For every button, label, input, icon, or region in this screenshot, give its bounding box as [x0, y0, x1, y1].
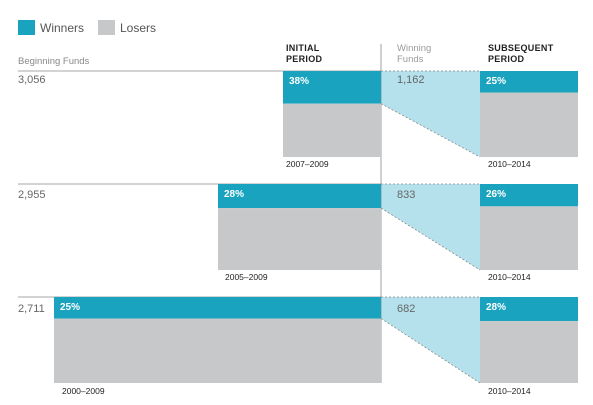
winning-funds-value: 833	[397, 189, 415, 201]
header-initial-period-line2: PERIOD	[286, 54, 323, 64]
column-headers: Beginning Funds INITIAL PERIOD Winning F…	[18, 43, 554, 67]
legend-winners-label: Winners	[40, 21, 84, 35]
subsequent-loser-bar	[480, 206, 578, 270]
winners-flow-band	[381, 71, 480, 157]
legend: Winners Losers	[18, 20, 156, 35]
initial-loser-bar	[218, 208, 381, 270]
header-winning-funds-line1: Winning	[397, 43, 431, 54]
subsequent-loser-bar	[480, 321, 578, 383]
legend-losers-label: Losers	[120, 21, 156, 35]
dotted-connectors-layer	[380, 70, 481, 384]
initial-period-label: 2007–2009	[286, 159, 329, 169]
subsequent-winner-bar	[480, 71, 578, 93]
flow-bottom-dotted-line	[380, 103, 481, 158]
subsequent-period-label: 2010–2014	[488, 272, 531, 282]
initial-winner-bar	[283, 71, 381, 104]
subsequent-loser-bar	[480, 92, 578, 157]
initial-winner-pct-label: 25%	[60, 302, 80, 313]
row-3: 2,711 25% 2000–2009 682 28% 2010–2014	[18, 296, 578, 396]
subsequent-winner-bar	[480, 297, 578, 322]
header-initial-period-line1: INITIAL	[286, 43, 320, 53]
flow-layer	[381, 71, 480, 383]
initial-winner-pct-label: 28%	[224, 189, 244, 200]
winning-funds-value: 682	[397, 303, 415, 315]
initial-winner-bar	[218, 184, 381, 209]
initial-winner-bar	[54, 297, 381, 319]
beginning-funds-value: 2,955	[18, 189, 46, 201]
beginning-funds-value: 3,056	[18, 74, 46, 86]
header-beginning-funds: Beginning Funds	[18, 56, 90, 67]
initial-period-label: 2000–2009	[62, 386, 105, 396]
winning-funds-value: 1,162	[397, 74, 425, 86]
initial-period-label: 2005–2009	[225, 272, 268, 282]
row-2: 2,955 28% 2005–2009 833 26% 2010–2014	[18, 183, 578, 282]
header-subsequent-period-line2: PERIOD	[488, 54, 525, 64]
subsequent-winner-pct-label: 26%	[486, 189, 506, 200]
subsequent-winner-pct-label: 28%	[486, 302, 506, 313]
initial-loser-bar	[54, 318, 381, 383]
subsequent-period-label: 2010–2014	[488, 386, 531, 396]
legend-winners-swatch	[18, 20, 35, 35]
header-subsequent-period-line1: SUBSEQUENT	[488, 43, 554, 53]
subsequent-period-label: 2010–2014	[488, 159, 531, 169]
beginning-funds-value: 2,711	[18, 303, 45, 315]
row-1: 3,056 38% 2007–2009 1,162 25% 2010–2014	[18, 70, 578, 169]
winners-flow-band	[381, 297, 480, 383]
flow-bottom-dotted-line	[380, 207, 481, 271]
subsequent-winner-bar	[480, 184, 578, 207]
subsequent-winner-pct-label: 25%	[486, 76, 506, 87]
header-winning-funds-line2: Funds	[397, 54, 424, 65]
legend-losers-swatch	[98, 20, 115, 35]
initial-loser-bar	[283, 103, 381, 157]
initial-winner-pct-label: 38%	[289, 76, 309, 87]
winners-flow-band	[381, 184, 480, 270]
